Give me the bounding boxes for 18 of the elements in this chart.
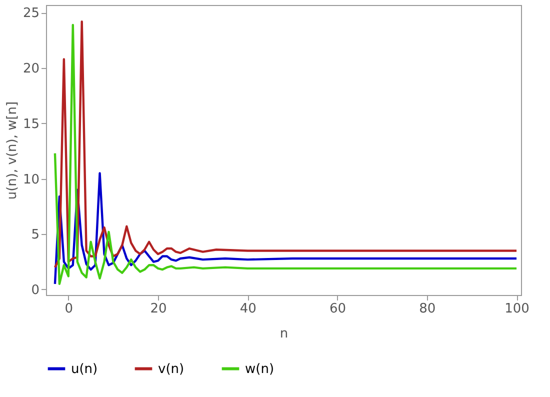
y-tick-label: 25 bbox=[22, 6, 40, 22]
x-tick-label: 20 bbox=[150, 302, 167, 316]
y-axis-title: u(n), v(n), w[n] bbox=[4, 101, 20, 200]
x-tick-label: 100 bbox=[504, 302, 530, 316]
y-tick-label: 20 bbox=[22, 62, 40, 77]
legend-label: v(n) bbox=[158, 362, 184, 377]
y-tick-label: 15 bbox=[22, 116, 40, 132]
x-tick-label: 40 bbox=[240, 302, 256, 316]
y-tick-label: 5 bbox=[31, 228, 40, 243]
x-tick-label: 0 bbox=[64, 302, 74, 316]
x-axis-title: n bbox=[280, 326, 288, 342]
legend-label: w(n) bbox=[245, 362, 274, 377]
legend-label: u(n) bbox=[71, 362, 98, 377]
x-tick-label: 60 bbox=[330, 302, 346, 316]
y-tick-label: 0 bbox=[31, 282, 40, 298]
y-tick-label: 10 bbox=[22, 172, 40, 188]
x-tick-label: 80 bbox=[419, 302, 436, 316]
line-series bbox=[54, 172, 518, 286]
